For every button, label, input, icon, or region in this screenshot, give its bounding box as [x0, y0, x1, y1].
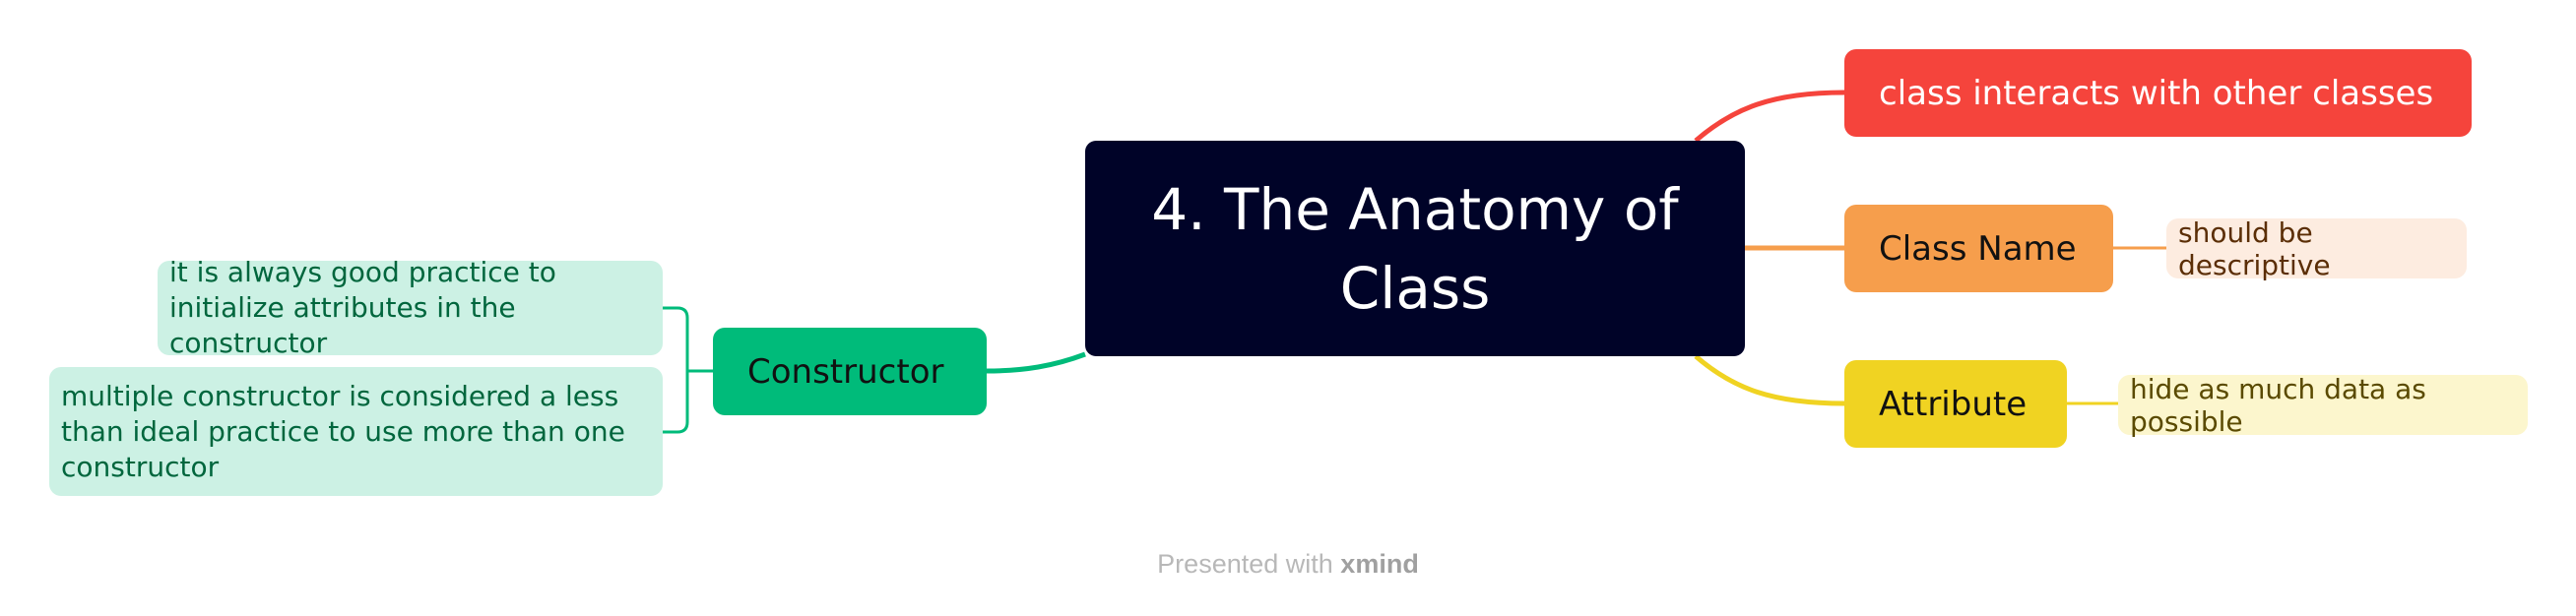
xmind-brand: xmind — [1340, 549, 1419, 579]
central-topic[interactable]: 4. The Anatomy of Class — [1085, 141, 1745, 356]
connector-yellow — [1694, 354, 1845, 406]
branch-label: Constructor — [747, 351, 944, 392]
subtopic-multiple-constructor[interactable]: multiple constructor is considered a les… — [49, 367, 663, 496]
subtopic-label: multiple constructor is considered a les… — [61, 379, 625, 483]
branch-label: Attribute — [1879, 384, 2028, 424]
central-topic-label: 4. The Anatomy of Class — [1151, 175, 1679, 322]
branch-attribute[interactable]: Attribute — [1844, 360, 2067, 448]
branch-label: Class Name — [1879, 228, 2077, 269]
branch-constructor[interactable]: Constructor — [713, 328, 987, 415]
subtopic-hide-data[interactable]: hide as much data as possible — [2118, 372, 2528, 438]
branch-class-name[interactable]: Class Name — [1844, 205, 2113, 292]
connector-green-leaves — [663, 306, 713, 434]
branch-class-interacts[interactable]: class interacts with other classes — [1844, 49, 2472, 137]
branch-label: class interacts with other classes — [1879, 73, 2434, 113]
connector-red — [1694, 90, 1845, 143]
presented-with-footer: Presented with xmind — [0, 549, 2576, 580]
subtopic-initialize-attributes[interactable]: it is always good practice to initialize… — [158, 256, 663, 359]
subtopic-label: should be descriptive — [2178, 216, 2331, 281]
subtopic-should-be-descriptive[interactable]: should be descriptive — [2166, 216, 2467, 281]
subtopic-label: hide as much data as possible — [2130, 372, 2426, 438]
subtopic-label: it is always good practice to initialize… — [169, 256, 556, 359]
footer-prefix: Presented with — [1157, 549, 1333, 579]
connector-green — [986, 351, 1086, 374]
